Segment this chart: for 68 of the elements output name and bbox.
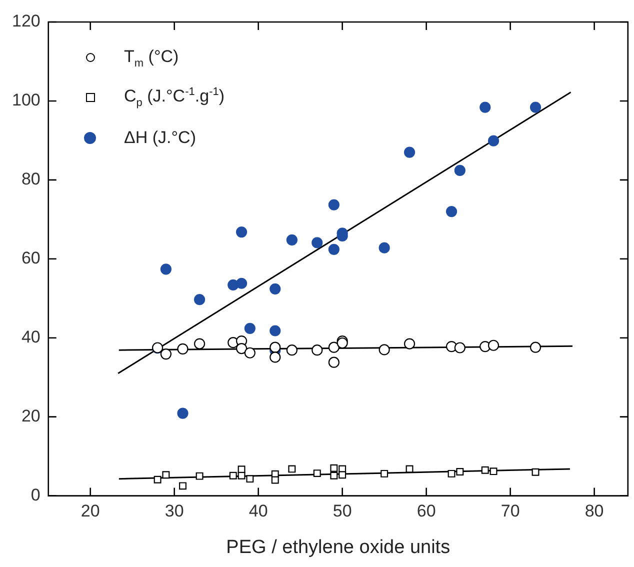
point [238, 472, 246, 480]
x-tick-label: 70 [500, 502, 520, 521]
point [270, 352, 281, 363]
point [236, 278, 248, 289]
point [236, 226, 248, 238]
point [490, 468, 498, 476]
point [456, 468, 464, 476]
y-tick-label: 20 [21, 406, 40, 426]
point [154, 476, 162, 484]
x-tick-label: 80 [584, 502, 604, 521]
point [481, 466, 489, 474]
point [270, 283, 281, 294]
y-tick-label: 100 [12, 90, 40, 110]
point [530, 342, 542, 353]
point [488, 340, 500, 351]
point [330, 472, 338, 480]
x-tick-label: 40 [248, 502, 268, 521]
point [288, 465, 296, 473]
point [312, 344, 323, 356]
point [378, 344, 390, 356]
point [488, 135, 500, 146]
point [378, 242, 390, 254]
y-tick-label: 40 [21, 328, 40, 347]
point [480, 102, 491, 113]
point [286, 344, 298, 356]
point [229, 472, 237, 480]
point [330, 464, 338, 472]
point [177, 408, 188, 419]
point [177, 343, 188, 354]
point [271, 476, 279, 484]
point [446, 206, 458, 218]
point [328, 342, 340, 353]
point [312, 237, 323, 248]
point [448, 470, 456, 478]
point [236, 342, 248, 354]
x-tick-label: 60 [416, 502, 436, 521]
point [160, 264, 172, 275]
point [196, 472, 204, 480]
point [338, 471, 346, 479]
point [328, 244, 340, 255]
x-tick-label: 20 [80, 502, 100, 521]
point [328, 199, 340, 210]
y-tick-label: 120 [12, 12, 40, 31]
y-tick-label: 60 [21, 248, 40, 268]
y-tick-label: 80 [21, 170, 40, 189]
legend-label: T$_{m}$ (°C) [124, 46, 179, 70]
x-tick-label: 30 [164, 502, 184, 521]
point [454, 164, 466, 176]
x-axis-title: PEG / ethylene oxide units [226, 536, 450, 558]
x-tick-label: 50 [332, 502, 352, 521]
point [270, 342, 281, 353]
point [270, 325, 281, 336]
point [179, 482, 186, 490]
point [532, 468, 540, 476]
point [380, 470, 388, 478]
point [286, 234, 298, 246]
point [162, 471, 170, 479]
point [244, 322, 256, 334]
point [246, 475, 254, 483]
point [404, 146, 416, 158]
legend-label: C$_{p}$ (J.°C$^{-1}$.g$^{-1}$) [124, 86, 225, 110]
legend-label: ΔH (J.°C) [124, 128, 196, 148]
point [454, 342, 466, 354]
point [406, 465, 414, 473]
point [194, 294, 206, 306]
point [530, 102, 542, 113]
y-tick-label: 0 [30, 485, 40, 504]
point [313, 470, 321, 478]
